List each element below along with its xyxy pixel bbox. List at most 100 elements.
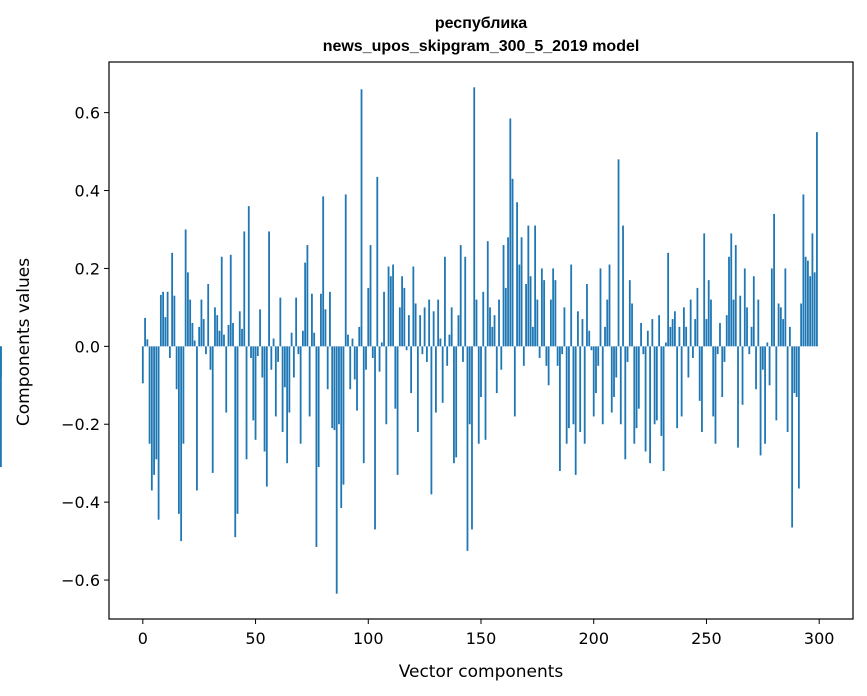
bar	[606, 299, 609, 347]
bar	[281, 346, 284, 433]
bar	[392, 264, 394, 347]
bar	[380, 342, 383, 347]
bar	[529, 276, 532, 347]
bar	[432, 311, 435, 347]
bar	[516, 202, 518, 347]
bar	[324, 309, 327, 347]
bar	[565, 346, 568, 444]
bar	[655, 346, 658, 421]
bar	[241, 328, 243, 347]
bar	[220, 256, 223, 347]
bar	[477, 346, 480, 444]
bar	[457, 315, 460, 347]
bar	[419, 315, 422, 347]
bar	[279, 297, 282, 347]
bar	[748, 346, 751, 355]
bar	[292, 346, 295, 378]
bar	[701, 346, 703, 433]
bar	[484, 346, 487, 440]
bar	[218, 330, 221, 347]
bar	[326, 346, 329, 390]
bar	[626, 346, 629, 362]
bar	[624, 346, 627, 460]
bar	[421, 346, 424, 355]
bar	[187, 272, 189, 347]
bar	[716, 346, 719, 355]
bar	[595, 346, 597, 394]
bar	[247, 206, 250, 347]
bar	[480, 346, 482, 397]
y-tick-label: 0.4	[75, 182, 100, 201]
bar	[383, 291, 385, 347]
x-tick-label: 250	[691, 629, 722, 648]
bar	[491, 326, 494, 347]
bar	[610, 346, 613, 413]
bar	[297, 346, 300, 355]
bar	[502, 245, 505, 347]
bar	[344, 194, 347, 347]
bar	[342, 346, 345, 485]
bar	[401, 276, 403, 347]
bar	[270, 346, 273, 370]
bar	[268, 231, 270, 347]
bar	[768, 346, 771, 386]
bar	[669, 326, 672, 347]
bar	[259, 309, 261, 347]
y-tick-label: 0.6	[75, 104, 100, 123]
bar	[353, 346, 356, 380]
bar	[308, 346, 311, 417]
x-tick-label: 150	[466, 629, 497, 648]
bar	[698, 346, 701, 401]
bar	[209, 346, 212, 370]
bar	[520, 237, 523, 347]
bar	[770, 268, 773, 347]
bar	[227, 324, 230, 347]
bar	[311, 293, 313, 347]
bar	[588, 330, 591, 347]
bar	[214, 307, 216, 347]
bar	[299, 346, 302, 444]
bar	[559, 346, 561, 471]
bar	[721, 346, 724, 397]
bar	[734, 245, 737, 347]
bar	[148, 346, 151, 444]
bar	[371, 346, 374, 359]
bar	[757, 299, 760, 347]
bar	[356, 346, 358, 411]
bar	[586, 284, 588, 347]
bar	[290, 332, 293, 347]
bar	[635, 346, 638, 429]
bar	[173, 295, 176, 347]
bar	[764, 346, 766, 444]
bar	[750, 326, 753, 347]
bar	[786, 346, 789, 433]
bar	[301, 330, 304, 347]
plot-frame	[108, 61, 854, 620]
bar	[640, 322, 642, 347]
bar	[807, 260, 809, 347]
bar	[322, 196, 325, 347]
bar	[518, 264, 521, 347]
bar	[777, 303, 780, 347]
bar	[439, 338, 442, 347]
bar	[671, 319, 674, 347]
bar	[637, 346, 640, 409]
bar	[475, 299, 478, 347]
y-axis-label: Components values	[14, 258, 34, 426]
bar	[504, 287, 507, 347]
bar	[254, 346, 257, 440]
bar	[572, 346, 575, 425]
bar	[410, 346, 413, 394]
bar	[360, 89, 363, 347]
bar	[608, 264, 611, 347]
bar	[642, 346, 645, 355]
bar	[527, 225, 530, 347]
bar	[646, 330, 649, 347]
bar	[556, 346, 559, 366]
bar	[184, 229, 187, 347]
bar	[599, 268, 602, 347]
bar	[498, 299, 500, 347]
bar	[304, 262, 307, 347]
bar	[394, 346, 397, 409]
